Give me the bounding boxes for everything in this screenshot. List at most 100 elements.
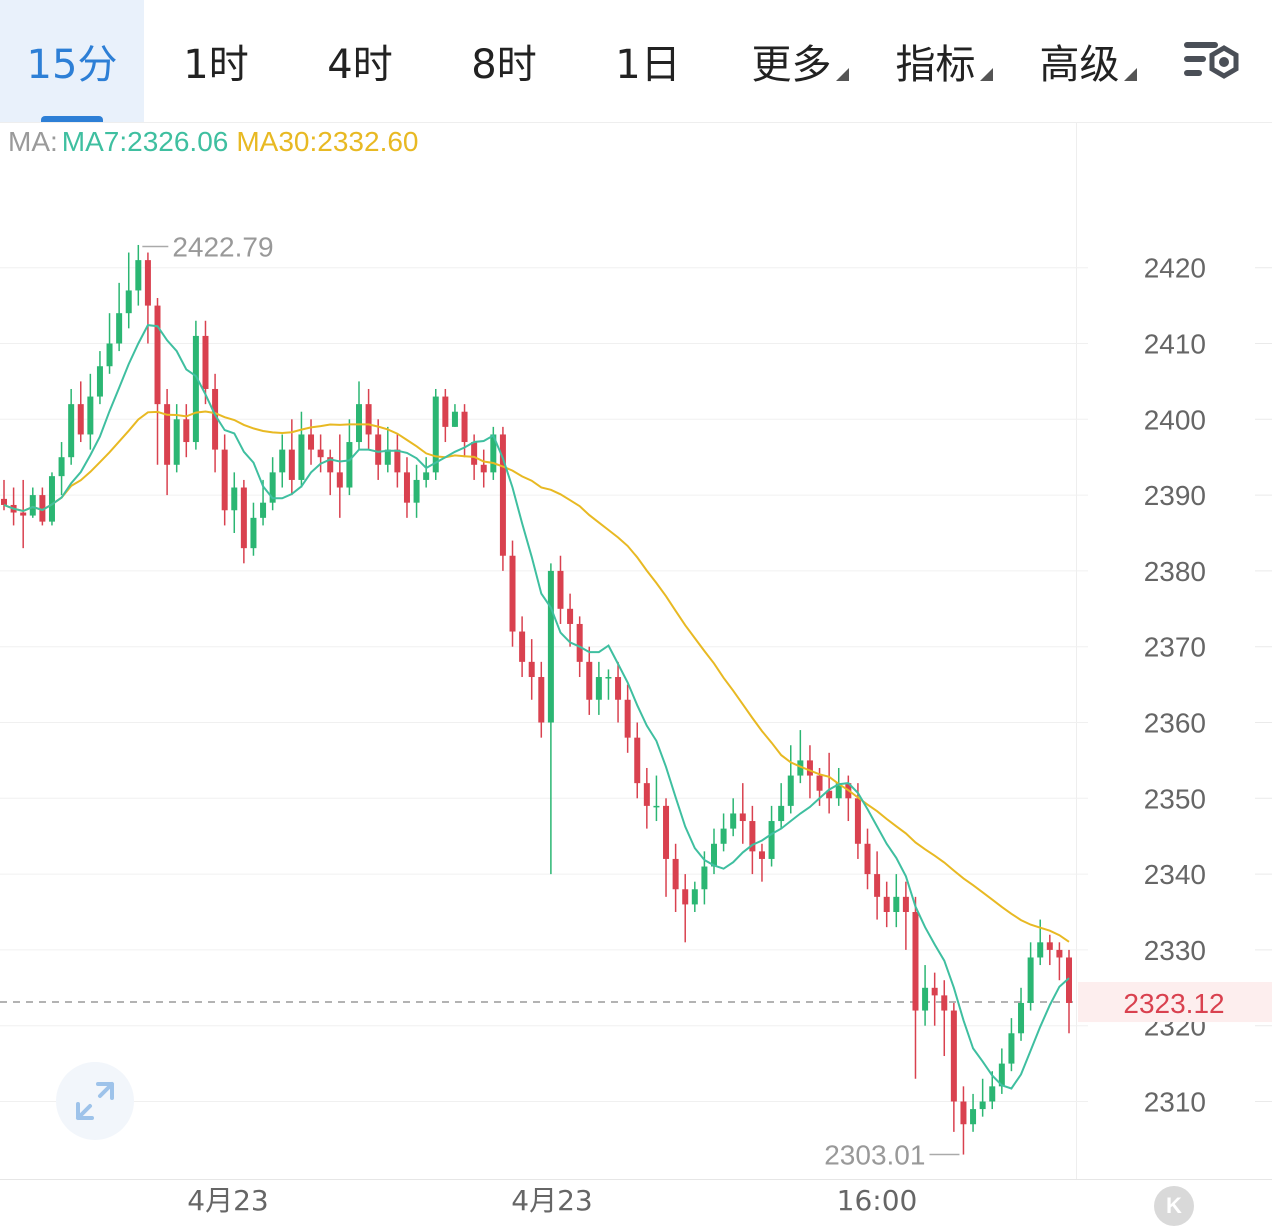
candle-up: [922, 987, 929, 1011]
candle-down: [672, 858, 679, 890]
x-tick-label: 16:00: [837, 1184, 918, 1217]
tab-label: 4时: [327, 42, 393, 88]
candle-down: [806, 760, 813, 776]
candle-down: [826, 790, 833, 799]
candle-down: [336, 472, 343, 488]
candle-down: [643, 783, 650, 806]
candle-up: [787, 775, 794, 806]
dropdown-triangle-icon: [979, 67, 993, 81]
candle-down: [576, 623, 583, 662]
candle-down: [509, 555, 516, 632]
candle-up: [432, 396, 439, 473]
candle-down: [749, 821, 756, 852]
tab-1h[interactable]: 1时: [150, 0, 282, 122]
candle-down: [202, 335, 209, 389]
candle-up: [970, 1109, 977, 1125]
candle-up: [135, 260, 142, 291]
candle-up: [346, 442, 353, 488]
candle-down: [567, 608, 574, 624]
candlestick-chart[interactable]: 2310232023302340235023602370238023902400…: [0, 122, 1272, 1218]
candle-up: [730, 813, 737, 829]
tab-label: 1日: [615, 42, 681, 88]
active-tab-indicator: [41, 116, 103, 122]
candle-up: [1037, 942, 1044, 958]
candle-down: [221, 449, 228, 511]
tab-more[interactable]: 更多: [734, 0, 866, 122]
candle-down: [240, 487, 247, 549]
tab-label: 指标: [895, 42, 976, 88]
candle-up: [29, 495, 36, 516]
candle-up: [231, 487, 238, 511]
candle-down: [183, 419, 190, 443]
tab-label: 更多: [751, 42, 832, 88]
candle-down: [1, 498, 7, 505]
candle-down: [586, 661, 593, 700]
current-price-badge: [1078, 982, 1272, 1023]
tab-8h[interactable]: 8时: [438, 0, 570, 122]
tab-15min[interactable]: 15分: [0, 0, 144, 122]
ma-prefix: MA:: [8, 126, 58, 157]
candle-up: [68, 404, 75, 458]
candle-up: [989, 1086, 996, 1102]
y-tick-label: 2370: [1144, 632, 1206, 663]
candle-up: [998, 1063, 1005, 1087]
y-tick-label: 2330: [1144, 935, 1206, 966]
candle-up: [893, 896, 900, 912]
ma7-value: MA7:2326.06: [61, 126, 229, 157]
dropdown-triangle-icon: [1123, 67, 1137, 81]
ma-legend: MA: MA7:2326.06 MA30:2332.60: [8, 126, 419, 158]
candle-down: [538, 677, 545, 723]
candle-down: [164, 404, 171, 465]
candle-down: [308, 434, 315, 450]
candle-down: [902, 896, 909, 912]
candle-down: [950, 1010, 957, 1102]
tab-indicators[interactable]: 指标: [878, 0, 1010, 122]
candle-up: [1008, 1033, 1015, 1064]
tab-label: 8时: [471, 42, 537, 88]
candle-down: [375, 434, 382, 465]
tab-1d[interactable]: 1日: [582, 0, 714, 122]
candle-down: [615, 677, 622, 700]
candle-up: [356, 404, 362, 443]
candle-down: [634, 737, 641, 784]
y-tick-label: 2420: [1144, 253, 1206, 284]
candle-up: [835, 783, 842, 799]
candle-down: [874, 874, 881, 897]
candle-up: [116, 313, 123, 344]
candle-down: [931, 987, 938, 996]
candle-down: [499, 434, 506, 556]
chart-settings-icon[interactable]: [1180, 38, 1244, 90]
candle-up: [48, 476, 55, 522]
candle-down: [442, 396, 449, 427]
ma30-value: MA30:2332.60: [236, 126, 419, 157]
ma7-line: [3, 324, 1070, 1090]
candle-down: [327, 457, 334, 473]
candle-up: [547, 570, 554, 723]
candle-down: [39, 495, 46, 522]
candle-up: [58, 457, 65, 477]
tab-advanced[interactable]: 高级: [1022, 0, 1154, 122]
candle-up: [605, 677, 612, 679]
candle-down: [739, 813, 746, 822]
candle-down: [1066, 957, 1072, 1003]
candle-down: [154, 305, 161, 405]
tab-4h[interactable]: 4时: [294, 0, 426, 122]
candle-down: [682, 889, 689, 905]
collapse-k-icon[interactable]: K: [1154, 1186, 1194, 1226]
candle-up: [653, 805, 660, 808]
candle-down: [403, 472, 410, 503]
candle-up: [691, 889, 698, 905]
candle-down: [758, 851, 765, 859]
high-label: 2422.79: [172, 232, 273, 263]
tab-label: 1时: [183, 42, 249, 88]
expand-icon[interactable]: [56, 1062, 134, 1140]
candle-down: [663, 805, 670, 859]
candle-down: [461, 411, 468, 443]
candle-down: [471, 442, 478, 465]
y-tick-label: 2350: [1144, 783, 1206, 814]
candle-down: [77, 404, 84, 435]
candle-down: [1056, 949, 1063, 958]
candle-up: [106, 343, 113, 367]
y-tick-label: 2380: [1144, 556, 1206, 587]
ma30-line: [3, 410, 1070, 943]
